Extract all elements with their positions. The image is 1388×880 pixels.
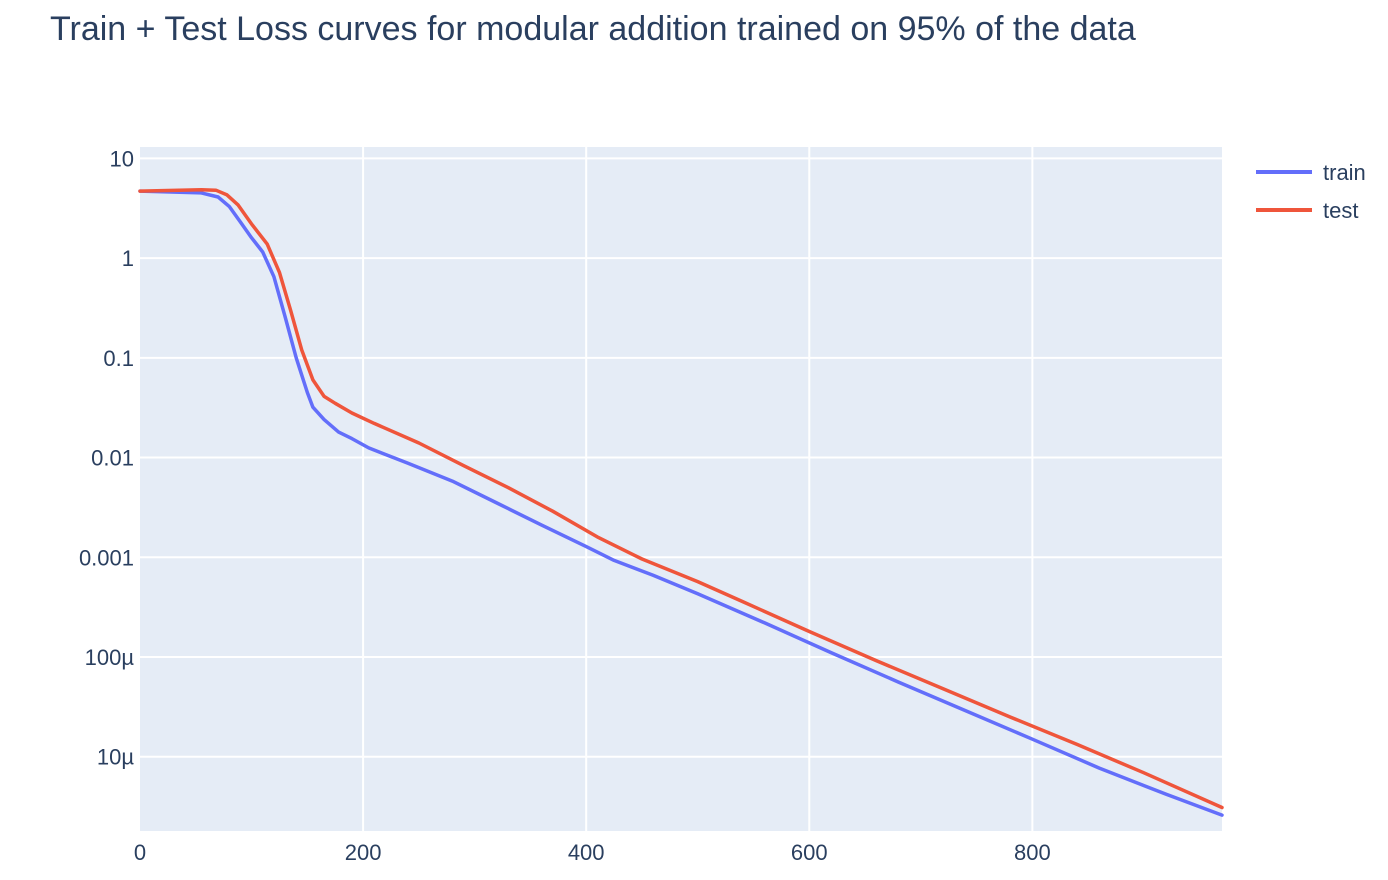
x-tick-label: 0 <box>134 840 146 865</box>
x-tick-label: 200 <box>345 840 382 865</box>
legend-item-train[interactable]: train <box>1256 160 1366 185</box>
chart-title: Train + Test Loss curves for modular add… <box>50 10 1136 48</box>
legend[interactable]: train test <box>1256 160 1366 223</box>
train-line <box>138 189 1224 817</box>
y-tick-label: 10µ <box>97 745 134 770</box>
gridlines <box>140 147 1222 831</box>
y-tick-label: 1 <box>122 246 134 271</box>
legend-label-train: train <box>1323 160 1366 185</box>
x-tick-label: 600 <box>791 840 828 865</box>
plot-background <box>140 147 1222 831</box>
y-tick-label: 10 <box>110 146 134 171</box>
legend-label-test: test <box>1323 198 1358 223</box>
test-line <box>138 187 1224 810</box>
x-tick-label: 800 <box>1014 840 1051 865</box>
axis-tick-labels: 0 200 400 600 800 10 1 0.1 0.01 0.001 100µ 10µ <box>79 146 1051 865</box>
series-lines <box>138 187 1224 817</box>
x-tick-label: 400 <box>568 840 605 865</box>
y-tick-label: 0.1 <box>103 346 134 371</box>
legend-item-test[interactable]: test <box>1256 198 1358 223</box>
y-tick-label: 100µ <box>85 645 135 670</box>
y-tick-label: 0.01 <box>91 446 134 471</box>
y-tick-label: 0.001 <box>79 545 134 570</box>
